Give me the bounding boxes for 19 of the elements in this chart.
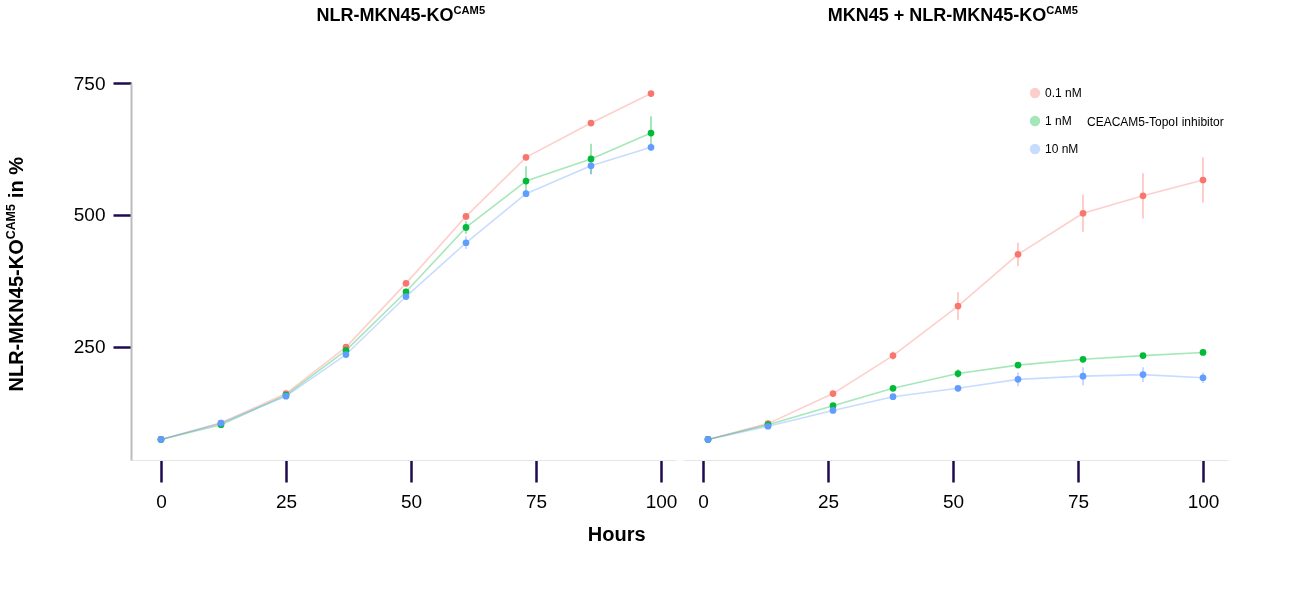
y-axis-title: NLR-MKN45-KOCAM5 in %	[4, 156, 27, 392]
x-tick-label: 0	[698, 490, 709, 512]
legend-label: 1 nM	[1045, 114, 1072, 128]
y-tick-label: 250	[73, 336, 106, 358]
x-tick-label: 25	[817, 490, 840, 512]
legend-title: CEACAM5-TopoI inhibitor	[1087, 115, 1224, 129]
x-tick-label: 25	[275, 490, 298, 512]
x-tick-label: 50	[942, 490, 965, 512]
x-tick-label: 50	[400, 490, 423, 512]
x-axis-title: Hours	[587, 523, 646, 545]
y-tick-label: 750	[73, 72, 106, 94]
x-tick-label: 100	[1187, 490, 1220, 512]
y-tick-label: 500	[73, 204, 106, 226]
x-tick-label: 100	[645, 490, 678, 512]
x-tick-label: 75	[1067, 490, 1090, 512]
legend-label: 10 nM	[1045, 142, 1079, 156]
legend-label: 0.1 nM	[1045, 86, 1082, 100]
x-tick-label: 0	[156, 490, 167, 512]
x-tick-label: 75	[525, 490, 548, 512]
